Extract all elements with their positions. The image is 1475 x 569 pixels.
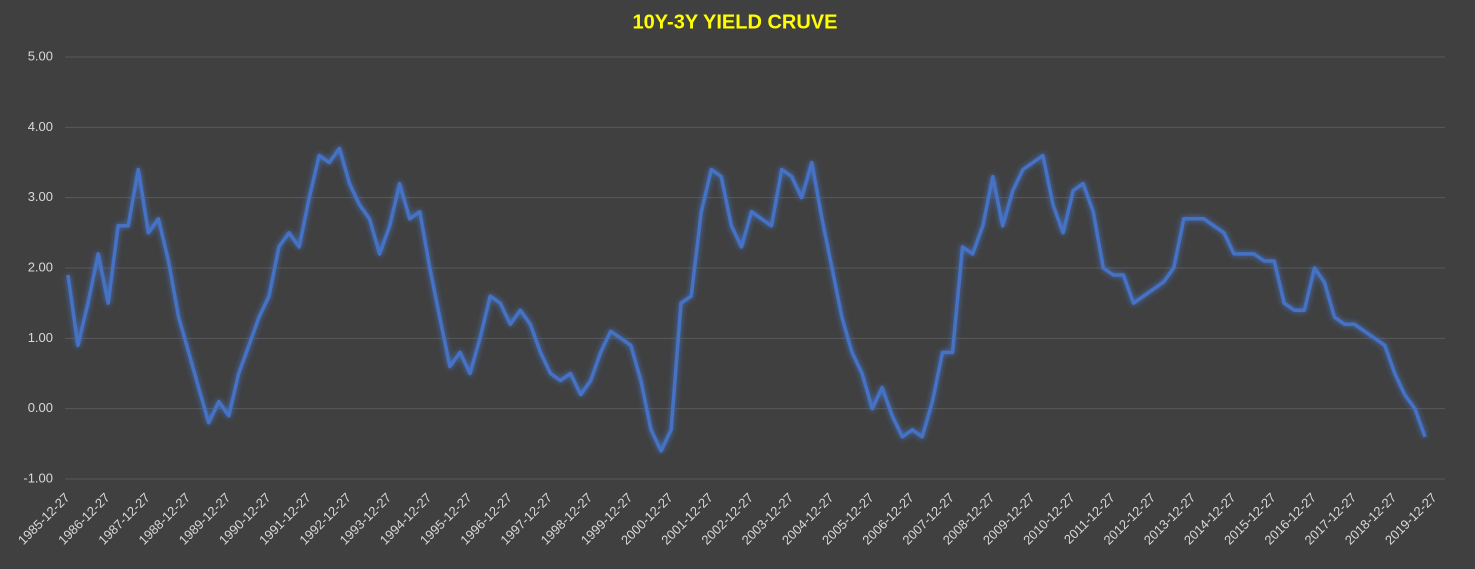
y-tick-label: 3.00	[28, 189, 53, 204]
y-tick-label: -1.00	[23, 470, 53, 485]
data-line	[66, 146, 1427, 453]
y-tick-label: 0.00	[28, 400, 53, 415]
y-tick-label: 2.00	[28, 259, 53, 274]
chart-title: 10Y-3Y YIELD CRUVE	[633, 11, 838, 33]
y-tick-label: 5.00	[28, 48, 53, 63]
y-tick-label: 4.00	[28, 119, 53, 134]
y-tick-label: 1.00	[28, 330, 53, 345]
